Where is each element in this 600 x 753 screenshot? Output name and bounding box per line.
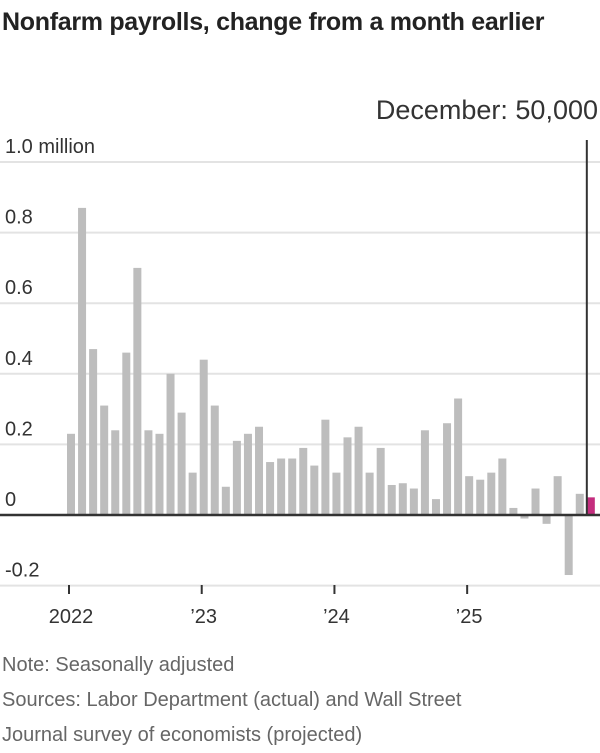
bar <box>509 507 518 515</box>
x-tick-label: ’25 <box>456 606 483 628</box>
bar <box>465 476 474 515</box>
bar <box>210 405 219 515</box>
bar <box>177 412 186 515</box>
bar <box>310 465 319 515</box>
y-tick-label: 1.0 million <box>5 136 95 158</box>
bar <box>343 437 352 515</box>
bar <box>487 472 496 515</box>
bar <box>409 488 418 515</box>
bar <box>266 462 275 515</box>
bar <box>111 430 120 515</box>
bar <box>365 472 374 515</box>
sources-text-1: Sources: Labor Department (actual) and W… <box>2 689 462 711</box>
bar <box>232 440 241 515</box>
bar-projected <box>586 497 595 515</box>
bar <box>398 483 407 515</box>
chart-notes: Note: Seasonally adjusted Sources: Labor… <box>2 648 461 753</box>
bar <box>420 430 429 515</box>
bar <box>431 499 440 515</box>
y-tick-label: 0.6 <box>5 277 33 299</box>
bar <box>553 476 562 515</box>
bar-chart: 1.0 million 0.8 0.6 0.4 0.2 0 -0.2 2022 ’23 ’24 ’… <box>0 95 600 628</box>
y-tick-label: -0.2 <box>5 560 39 582</box>
x-tick-label: 2022 <box>49 606 94 628</box>
y-tick-label: 0.4 <box>5 348 33 370</box>
bar <box>332 472 341 515</box>
bar <box>288 458 297 515</box>
bar <box>476 479 485 515</box>
y-tick-label: 0 <box>5 489 16 511</box>
bar <box>454 398 463 515</box>
bar <box>387 484 396 515</box>
bar <box>321 419 330 515</box>
sources-text-2: Journal survey of economists (projected) <box>2 724 363 746</box>
note-text: Note: Seasonally adjusted <box>2 654 235 676</box>
bar <box>498 458 507 515</box>
y-tick-label: 0.8 <box>5 207 33 229</box>
bar <box>67 433 75 515</box>
bar <box>575 493 584 515</box>
bar <box>243 433 252 515</box>
chart-title: Nonfarm payrolls, change from a month ea… <box>2 8 545 36</box>
bar <box>255 426 264 515</box>
december-annotation: December: 50,000 <box>376 95 598 125</box>
bar <box>354 426 363 515</box>
bar <box>100 405 109 515</box>
bar <box>133 267 142 515</box>
bar <box>122 352 131 515</box>
bar <box>520 515 529 519</box>
bar <box>277 458 286 515</box>
bar <box>144 430 153 515</box>
bar <box>299 447 308 515</box>
bar <box>564 515 573 576</box>
bar <box>376 447 385 515</box>
x-tick-label: ’23 <box>190 606 217 628</box>
x-tick-label: ’24 <box>323 606 350 628</box>
bar <box>155 433 164 515</box>
y-tick-label: 0.2 <box>5 418 33 440</box>
bar <box>188 472 197 515</box>
bar <box>443 423 452 515</box>
bar <box>531 488 540 515</box>
bar <box>221 486 230 515</box>
bar <box>542 515 551 524</box>
bar <box>199 359 208 515</box>
bar <box>89 349 98 515</box>
bar <box>78 207 87 515</box>
bar <box>166 373 175 515</box>
